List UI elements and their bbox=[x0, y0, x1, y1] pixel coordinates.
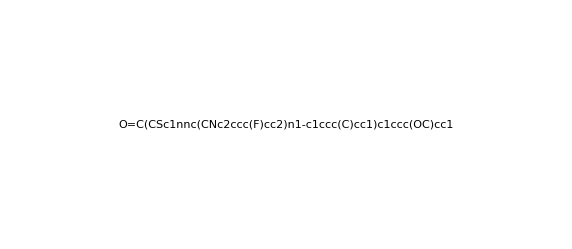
Text: O=C(CSc1nnc(CNc2ccc(F)cc2)n1-c1ccc(C)cc1)c1ccc(OC)cc1: O=C(CSc1nnc(CNc2ccc(F)cc2)n1-c1ccc(C)cc1… bbox=[118, 120, 454, 129]
